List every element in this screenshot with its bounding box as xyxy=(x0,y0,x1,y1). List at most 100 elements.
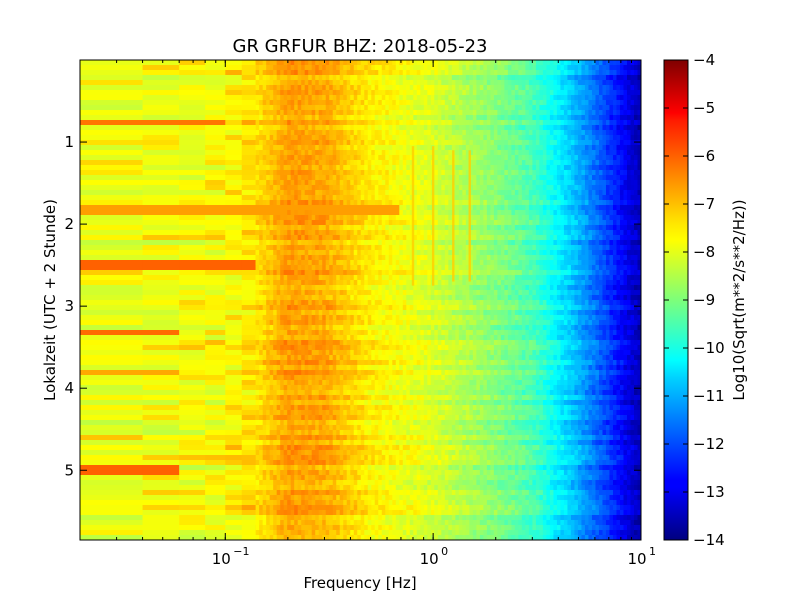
heatmap-cell xyxy=(332,235,337,241)
heatmap-cell xyxy=(532,80,537,86)
heatmap-cell xyxy=(225,100,243,106)
heatmap-cell xyxy=(483,185,488,191)
heatmap-cell xyxy=(567,135,572,141)
heatmap-cell xyxy=(623,180,628,186)
heatmap-cell xyxy=(385,240,390,246)
heatmap-cell xyxy=(381,150,386,156)
heatmap-cell xyxy=(609,255,614,261)
heatmap-cell xyxy=(399,165,404,171)
heatmap-cell xyxy=(378,250,383,256)
heatmap-cell xyxy=(388,85,393,91)
heatmap-cell xyxy=(255,135,260,141)
heatmap-cell xyxy=(273,60,278,66)
heatmap-cell xyxy=(409,60,414,66)
heatmap-cell xyxy=(633,230,639,236)
heatmap-cell xyxy=(346,70,351,76)
heatmap-cell xyxy=(381,170,386,176)
heatmap-cell xyxy=(179,75,206,81)
heatmap-cell xyxy=(357,175,362,181)
heatmap-cell xyxy=(205,210,226,216)
heatmap-cell xyxy=(535,70,541,76)
heatmap-cell xyxy=(497,155,502,161)
heatmap-cell xyxy=(395,260,400,266)
heatmap-cell xyxy=(476,110,481,116)
heatmap-cell xyxy=(402,235,407,241)
heatmap-cell xyxy=(364,200,369,206)
heatmap-cell xyxy=(395,270,400,276)
heatmap-cell xyxy=(266,105,271,111)
heatmap-cell xyxy=(518,215,523,221)
heatmap-cell xyxy=(269,155,274,161)
heatmap-cell xyxy=(588,125,593,131)
heatmap-cell xyxy=(318,240,323,246)
heatmap-cell xyxy=(486,130,491,136)
heatmap-cell xyxy=(633,225,639,231)
heatmap-cell xyxy=(539,155,544,161)
heatmap-cell xyxy=(427,95,432,101)
heatmap-cell xyxy=(378,145,383,151)
heatmap-cell xyxy=(539,125,544,131)
heatmap-cell xyxy=(455,145,460,151)
heatmap-cell xyxy=(441,150,446,156)
heatmap-cell xyxy=(290,120,295,126)
heatmap-cell xyxy=(493,195,498,201)
heatmap-cell xyxy=(556,200,562,206)
heatmap-cell xyxy=(591,180,597,186)
heatmap-cell xyxy=(532,260,537,266)
heatmap-cell xyxy=(346,140,351,146)
heatmap-cell xyxy=(448,205,453,211)
heatmap-cell xyxy=(329,190,334,196)
heatmap-cell xyxy=(259,190,264,196)
heatmap-cell xyxy=(602,80,607,86)
heatmap-cell xyxy=(486,200,491,206)
heatmap-cell xyxy=(416,85,421,91)
heatmap-cell xyxy=(392,130,397,136)
heatmap-cell xyxy=(374,180,379,186)
heatmap-cell xyxy=(612,260,618,266)
heatmap-cell xyxy=(616,130,621,136)
heatmap-cell xyxy=(287,80,292,86)
heatmap-cell xyxy=(441,120,446,126)
heatmap-cell xyxy=(402,65,407,71)
heatmap-cell xyxy=(591,130,597,136)
heatmap-cell xyxy=(399,160,404,166)
heatmap-cell xyxy=(458,205,463,211)
heatmap-cell xyxy=(413,145,418,151)
heatmap-cell xyxy=(623,80,628,86)
heatmap-cell xyxy=(388,90,393,96)
heatmap-cell xyxy=(142,100,180,106)
heatmap-cell xyxy=(409,90,414,96)
heatmap-cell xyxy=(469,65,474,71)
heatmap-cell xyxy=(80,130,144,136)
heatmap-cell xyxy=(511,130,516,136)
heatmap-cell xyxy=(563,120,569,126)
heatmap-cell xyxy=(584,115,590,121)
heatmap-cell xyxy=(500,95,505,101)
heatmap-cell xyxy=(413,110,418,116)
heatmap-cell xyxy=(346,215,351,221)
heatmap-cell xyxy=(343,120,348,126)
heatmap-cell xyxy=(535,155,541,161)
heatmap-cell xyxy=(301,205,306,211)
heatmap-cell xyxy=(441,70,446,76)
heatmap-cell xyxy=(241,270,257,276)
heatmap-cell xyxy=(304,165,309,171)
heatmap-cell xyxy=(584,250,590,256)
heatmap-cell xyxy=(360,95,365,101)
heatmap-cell xyxy=(241,260,257,266)
heatmap-cell xyxy=(381,155,386,161)
heatmap-cell xyxy=(423,120,428,126)
heatmap-cell xyxy=(255,140,260,146)
heatmap-cell xyxy=(329,245,334,251)
heatmap-cell xyxy=(598,195,604,201)
heatmap-cell xyxy=(630,250,635,256)
heatmap-cell xyxy=(570,160,576,166)
heatmap-cell xyxy=(619,160,625,166)
heatmap-cell xyxy=(315,160,320,166)
heatmap-cell xyxy=(637,125,641,131)
heatmap-cell xyxy=(374,150,379,156)
heatmap-cell xyxy=(630,265,635,271)
heatmap-cell xyxy=(255,235,260,241)
heatmap-cell xyxy=(332,155,337,161)
heatmap-cell xyxy=(385,265,390,271)
